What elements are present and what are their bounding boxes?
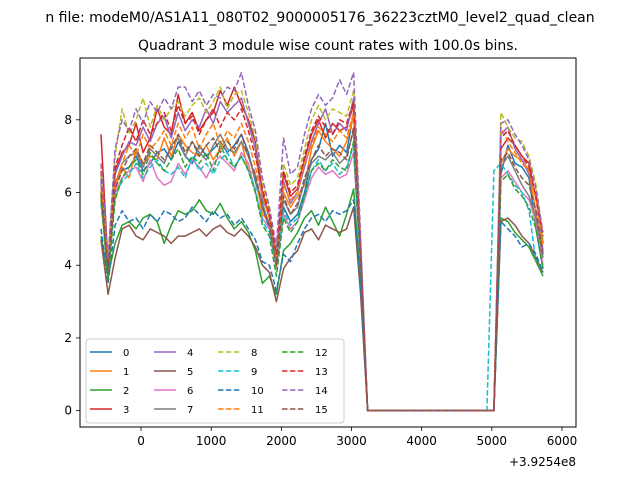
legend-label-8: 8 — [251, 348, 257, 359]
x-offset-label: +3.9254e8 — [509, 455, 576, 469]
plot-lines — [100, 71, 544, 412]
legend-label-7: 7 — [187, 405, 193, 416]
x-axis: 0 1000 2000 3000 4000 5000 6000 — [137, 427, 577, 448]
legend-label-10: 10 — [251, 386, 264, 397]
y-tick-label: 4 — [64, 258, 72, 272]
x-tick-label: 0 — [137, 434, 145, 448]
x-tick-label: 2000 — [266, 434, 297, 448]
series-line-10 — [100, 199, 544, 412]
y-tick-label: 2 — [64, 331, 72, 345]
legend-label-11: 11 — [251, 405, 264, 416]
legend-label-0: 0 — [123, 348, 129, 359]
figure-suptitle: n file: modeM0/AS1A11_080T02_9000005176_… — [45, 10, 594, 26]
legend-label-14: 14 — [315, 386, 328, 397]
y-tick-label: 8 — [64, 113, 72, 127]
y-tick-label: 6 — [64, 186, 72, 200]
legend-label-3: 3 — [123, 405, 129, 416]
series-line-15 — [100, 126, 544, 412]
y-axis: 0 2 4 6 8 — [64, 113, 80, 418]
x-tick-label: 4000 — [406, 434, 437, 448]
legend-label-4: 4 — [187, 348, 193, 359]
x-tick-label: 1000 — [196, 434, 227, 448]
legend-label-9: 9 — [251, 367, 257, 378]
legend-label-13: 13 — [315, 367, 328, 378]
y-tick-label: 0 — [64, 404, 72, 418]
chart-title: Quadrant 3 module wise count rates with … — [138, 38, 518, 54]
plot-frame — [79, 57, 577, 428]
legend-box — [85, 338, 345, 424]
legend-label-15: 15 — [315, 405, 328, 416]
legend-label-5: 5 — [187, 367, 193, 378]
x-tick-label: 3000 — [336, 434, 367, 448]
legend-label-1: 1 — [123, 367, 129, 378]
legend-label-6: 6 — [187, 386, 193, 397]
legend-label-12: 12 — [315, 348, 328, 359]
x-tick-label: 5000 — [477, 434, 508, 448]
series-line-13 — [100, 100, 544, 412]
series-line-14 — [100, 71, 544, 412]
x-tick-label: 6000 — [547, 434, 578, 448]
legend-label-2: 2 — [123, 386, 129, 397]
